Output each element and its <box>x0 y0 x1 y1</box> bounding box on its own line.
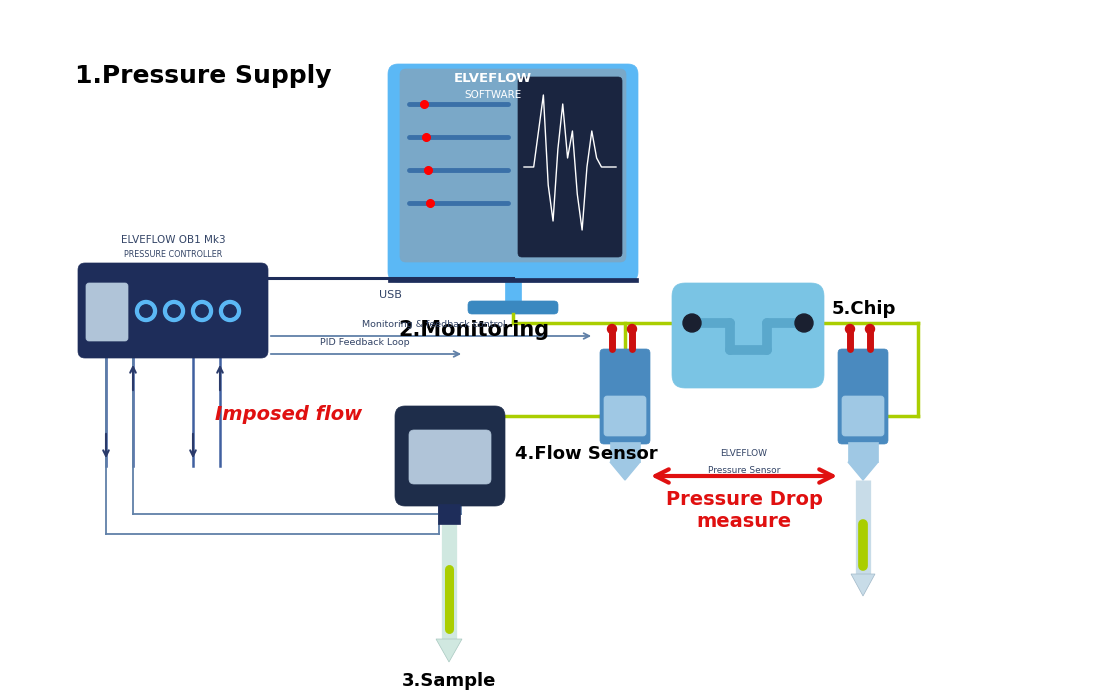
FancyBboxPatch shape <box>409 430 491 484</box>
Circle shape <box>627 324 637 333</box>
FancyBboxPatch shape <box>604 396 646 436</box>
Text: USB: USB <box>379 290 401 300</box>
Circle shape <box>191 301 212 322</box>
Text: Monitoring & feedback control: Monitoring & feedback control <box>362 320 506 329</box>
Text: 2.Monitoring: 2.Monitoring <box>398 320 549 340</box>
Polygon shape <box>848 462 878 480</box>
Bar <box>388 278 638 282</box>
FancyBboxPatch shape <box>838 349 888 444</box>
FancyBboxPatch shape <box>518 77 622 257</box>
Polygon shape <box>610 462 640 480</box>
FancyBboxPatch shape <box>395 406 505 506</box>
Text: Imposed flow: Imposed flow <box>214 404 362 423</box>
Circle shape <box>164 301 185 322</box>
Circle shape <box>168 305 180 317</box>
Text: SOFTWARE: SOFTWARE <box>464 90 521 100</box>
Circle shape <box>846 324 855 333</box>
Text: ELVEFLOW: ELVEFLOW <box>720 449 768 458</box>
FancyBboxPatch shape <box>600 349 650 444</box>
FancyBboxPatch shape <box>672 283 824 388</box>
Bar <box>610 442 640 462</box>
Text: Pressure Sensor: Pressure Sensor <box>707 466 780 475</box>
Text: PRESSURE CONTROLLER: PRESSURE CONTROLLER <box>124 250 222 259</box>
Text: ELVEFLOW OB1 Mk3: ELVEFLOW OB1 Mk3 <box>121 235 226 245</box>
Text: Pressure Drop
measure: Pressure Drop measure <box>666 490 823 531</box>
Bar <box>438 504 460 524</box>
FancyBboxPatch shape <box>388 64 638 282</box>
Circle shape <box>196 305 208 317</box>
Text: 5.Chip: 5.Chip <box>832 300 896 318</box>
FancyBboxPatch shape <box>400 69 626 262</box>
FancyBboxPatch shape <box>86 283 128 341</box>
Circle shape <box>223 305 236 317</box>
Polygon shape <box>436 639 462 662</box>
FancyBboxPatch shape <box>78 263 268 358</box>
Circle shape <box>220 301 241 322</box>
Circle shape <box>140 305 152 317</box>
Circle shape <box>795 314 813 332</box>
FancyBboxPatch shape <box>468 301 558 314</box>
Text: 1.Pressure Supply: 1.Pressure Supply <box>75 64 331 88</box>
Bar <box>505 280 521 302</box>
Circle shape <box>135 301 156 322</box>
Text: ELVEFLOW: ELVEFLOW <box>454 72 532 85</box>
Circle shape <box>683 314 701 332</box>
Polygon shape <box>851 574 874 596</box>
Bar <box>848 442 878 462</box>
Circle shape <box>866 324 874 333</box>
Circle shape <box>607 324 616 333</box>
Text: PID Feedback Loop: PID Feedback Loop <box>320 338 409 347</box>
Text: 3.Sample: 3.Sample <box>402 672 496 690</box>
Text: 4.Flow Sensor: 4.Flow Sensor <box>515 445 658 463</box>
FancyBboxPatch shape <box>842 396 884 436</box>
